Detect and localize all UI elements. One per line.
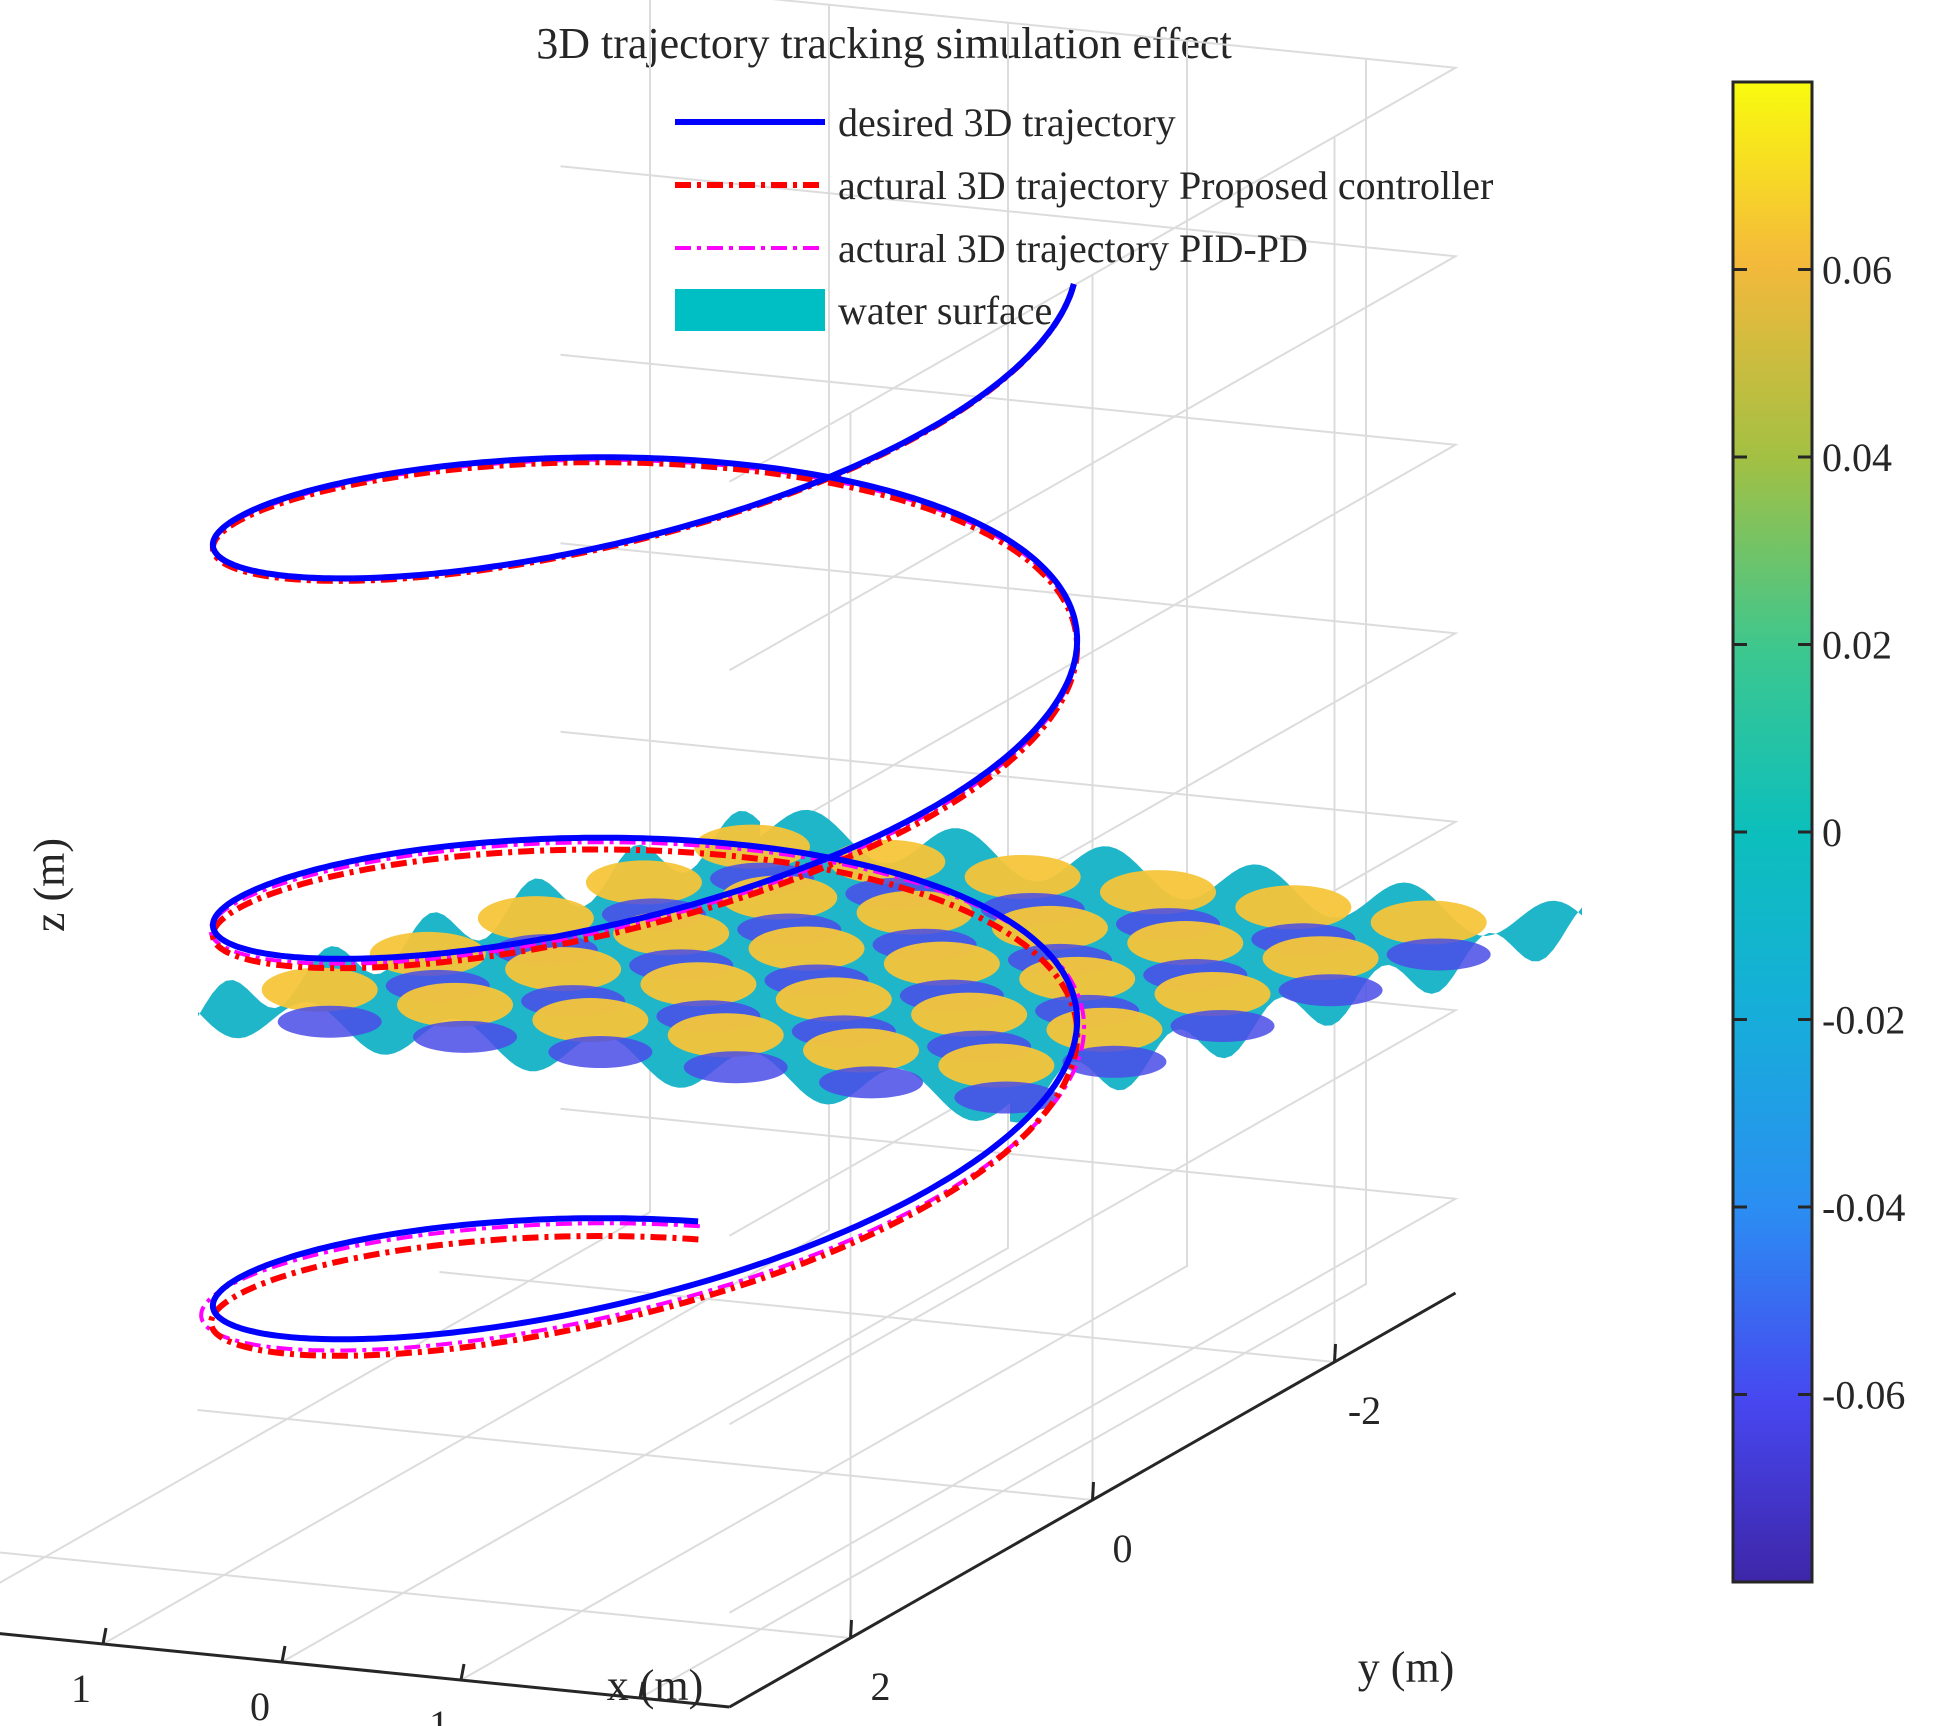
colorbar-ticks: 0.06 0.04 0.02 0 -0.02 -0.04 -0.06 (1733, 248, 1905, 1418)
wave-crest (938, 1043, 1055, 1088)
colorbar-tick-label: 0.06 (1822, 248, 1892, 293)
colorbar-tick-label: 0.04 (1822, 435, 1892, 480)
colorbar-tick-label: -0.06 (1822, 1373, 1905, 1418)
wave-crest (803, 1028, 920, 1073)
wave-trough (413, 1020, 518, 1053)
wave-crest (1100, 870, 1217, 915)
legend-label-pidpd: actural 3D trajectory PID-PD (838, 226, 1308, 271)
colorbar-tick-label: -0.02 (1822, 998, 1905, 1043)
water-surface (198, 809, 1582, 1123)
grid-line-x (281, 22, 1009, 1663)
axes-box (0, 1291, 1457, 1709)
y-tick-label: 2 (871, 1664, 891, 1709)
wave-trough (819, 1066, 924, 1099)
x-tick-label: -1 (416, 1702, 449, 1726)
z-axis-label: z (m) (25, 838, 74, 932)
wave-trough (277, 1005, 382, 1038)
grid-line-z (729, 0, 1459, 483)
wave-crest (1235, 885, 1352, 930)
y-tick-mark (1091, 1481, 1095, 1501)
wave-trough (954, 1081, 1059, 1114)
wave-crest (856, 890, 973, 935)
series-desired (209, 283, 1081, 1343)
x-tick-mark (101, 1627, 108, 1645)
x-tick-label: -2 (595, 1720, 628, 1726)
legend-label-water: water surface (838, 288, 1052, 333)
y-tick-label: 0 (1113, 1526, 1133, 1571)
wave-trough (683, 1051, 788, 1084)
wave-crest (1127, 921, 1244, 966)
wave-crest (640, 962, 757, 1007)
wave-trough (1386, 938, 1491, 971)
colorbar-tick-label: 0 (1822, 810, 1842, 855)
wave-crest (1046, 1007, 1163, 1052)
y-tick-mark (849, 1619, 853, 1639)
wave-crest (532, 998, 649, 1043)
legend: desired 3D trajectory actural 3D traject… (675, 100, 1493, 333)
wave-crest (585, 860, 702, 905)
colorbar: 0.06 0.04 0.02 0 -0.02 -0.04 -0.06 (1731, 80, 1905, 1584)
legend-swatch-water (675, 289, 825, 331)
y-tick-label: -2 (1348, 1388, 1381, 1433)
x-tick-labels: 210-1-2 (71, 1666, 628, 1726)
grid-line-x (460, 40, 1188, 1681)
wave-crest (397, 982, 514, 1027)
wave-crest (991, 905, 1108, 950)
colorbar-tick-label: -0.04 (1822, 1185, 1905, 1230)
y-axis-label: y (m) (1358, 1643, 1455, 1692)
wave-crest (883, 941, 1000, 986)
grid-line-x (102, 4, 830, 1645)
grid-line-z (560, 1107, 1459, 1614)
x-axis-label: x (m) (607, 1661, 704, 1710)
wave-trough (548, 1036, 653, 1069)
grid-line-z (560, 165, 1459, 672)
wave-crest (1262, 936, 1379, 981)
grid-line-x (0, 0, 651, 1584)
wave-crest (748, 926, 865, 971)
wave-crest (775, 977, 892, 1022)
x-tick-label: 1 (71, 1666, 91, 1711)
wave-crest (505, 947, 622, 992)
wave-crest (964, 854, 1081, 899)
grid-line-z (560, 353, 1459, 860)
x-tick-mark (280, 1645, 287, 1663)
wave-trough (1062, 1045, 1167, 1078)
wave-crest (477, 896, 594, 941)
wave-trough (1278, 974, 1383, 1007)
y-tick-mark (1333, 1343, 1337, 1363)
y-tick-labels: 2 0 -2 (871, 1388, 1382, 1709)
x-tick-mark (638, 1681, 645, 1699)
chart-title: 3D trajectory tracking simulation effect (536, 19, 1232, 68)
legend-label-proposed: actural 3D trajectory Proposed controlle… (838, 163, 1493, 208)
grid-line-x (639, 58, 1367, 1699)
x-tick-label: 0 (250, 1684, 270, 1726)
x-tick-mark (459, 1663, 466, 1681)
wave-crest (667, 1013, 784, 1058)
wave-crest (911, 992, 1028, 1037)
wave-crest (261, 967, 378, 1012)
wave-crest (1370, 900, 1487, 945)
wave-trough (1170, 1009, 1275, 1042)
legend-label-desired: desired 3D trajectory (838, 100, 1176, 145)
trajectories (199, 283, 1087, 1359)
wave-crest (1154, 971, 1271, 1016)
series-proposed (208, 283, 1081, 1359)
wave-crest (613, 911, 730, 956)
colorbar-tick-label: 0.02 (1822, 623, 1892, 668)
